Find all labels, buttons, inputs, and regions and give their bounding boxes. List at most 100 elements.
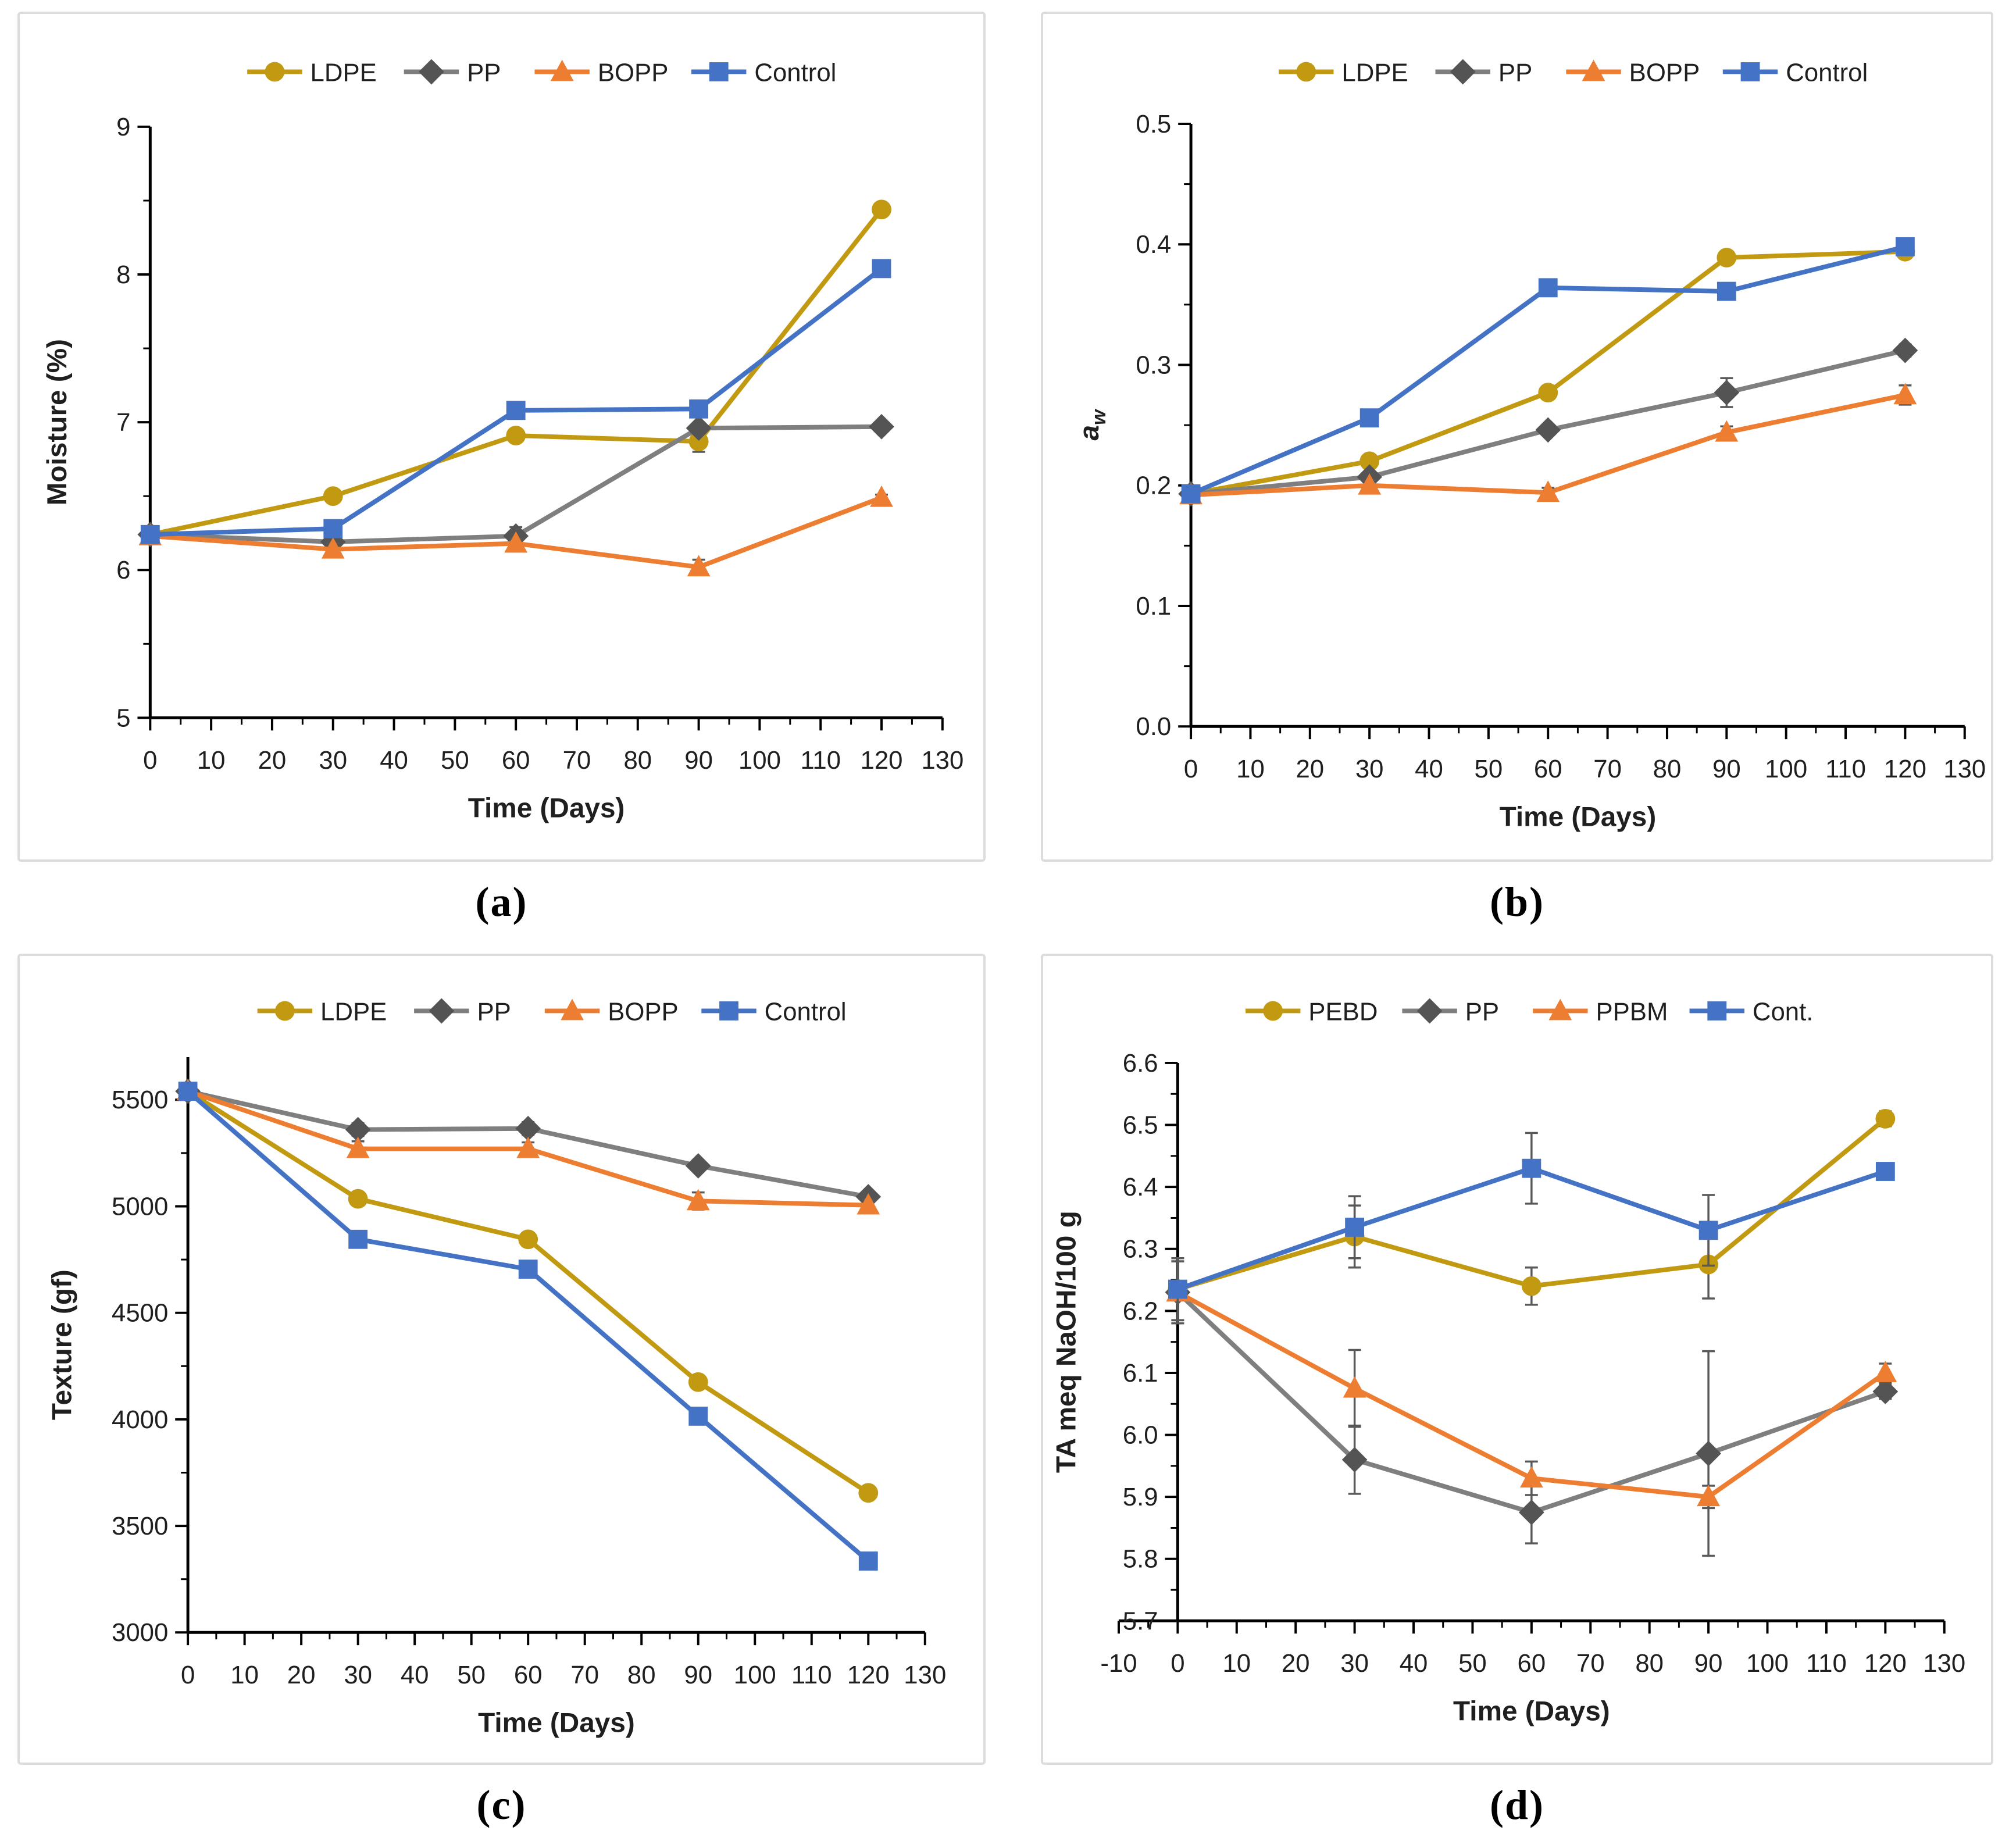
series-Control — [1181, 237, 1915, 504]
y-tick-label: 0.1 — [1136, 592, 1171, 620]
series-line — [148, 207, 884, 537]
diamond-marker — [685, 1153, 711, 1179]
x-tick-label: 80 — [623, 746, 652, 775]
x-tick-label: 40 — [1400, 1649, 1428, 1678]
diamond-marker — [869, 413, 894, 440]
square-marker — [140, 525, 160, 544]
chart-panel-c: 0 10 20 30 40 50 60 70 80 90 100 110 120 130 3000 3500 4… — [17, 954, 986, 1765]
circle-marker — [1296, 62, 1316, 82]
chart-panel-b: 0 10 20 30 40 50 60 70 80 90 100 110 120 130 0.0 0.1 0.2… — [1041, 12, 1993, 862]
y-tick-label: 6 — [116, 556, 130, 584]
x-tick-label: 100 — [734, 1661, 776, 1689]
diamond-marker — [686, 415, 712, 441]
x-tick-label: 40 — [1415, 755, 1443, 783]
circle-marker — [858, 1483, 879, 1503]
legend-label: BOPP — [598, 58, 669, 87]
x-tick-label: 80 — [1635, 1649, 1664, 1678]
circle-marker — [1717, 248, 1737, 267]
triangle-marker — [870, 485, 893, 507]
circle-marker — [1875, 1108, 1896, 1129]
legend-item-Cont.: Cont. — [1689, 997, 1813, 1026]
y-tick-label: 6.0 — [1123, 1421, 1158, 1449]
square-marker — [689, 399, 709, 419]
diamond-marker — [429, 998, 455, 1024]
square-marker — [1181, 484, 1201, 504]
legend-item-BOPP: BOPP — [544, 997, 679, 1026]
x-axis-title: Time (Days) — [468, 793, 625, 823]
square-marker — [1707, 1001, 1727, 1021]
x-tick-label: 120 — [847, 1661, 890, 1689]
square-marker — [518, 1260, 538, 1279]
legend-item-BOPP: BOPP — [1566, 58, 1700, 87]
x-tick-label: 10 — [230, 1661, 259, 1689]
y-tick-label: 5.8 — [1123, 1545, 1158, 1574]
x-tick-label: 10 — [1222, 1649, 1251, 1678]
circle-marker — [872, 199, 891, 220]
legend-label: Control — [1786, 58, 1868, 87]
diamond-marker — [1714, 380, 1740, 406]
diamond-marker — [1518, 1499, 1544, 1525]
legend-label: PEBD — [1308, 997, 1378, 1026]
triangle-marker — [321, 537, 345, 559]
x-tick-label: 30 — [344, 1661, 372, 1689]
square-marker — [1359, 408, 1379, 428]
legend-label: BOPP — [608, 997, 679, 1026]
panel-caption-b: (b) — [1490, 879, 1544, 925]
x-tick-label: 90 — [684, 1661, 712, 1689]
legend-label: PP — [1465, 997, 1499, 1026]
x-tick-label: 40 — [380, 746, 408, 775]
circle-marker — [1521, 1276, 1541, 1296]
chart-b-svg: 0 10 20 30 40 50 60 70 80 90 100 110 120 130 0.0 0.1 0.2… — [1074, 58, 1986, 832]
y-tick-label: 0.3 — [1136, 351, 1171, 379]
triangle-marker — [1519, 1466, 1543, 1488]
axes: 0 10 20 30 40 50 60 70 80 90 100 110 120 130 3000 3500 4… — [112, 1057, 946, 1689]
series-Cont. — [1168, 1132, 1895, 1322]
x-tick-label: 10 — [1236, 755, 1265, 783]
series-PP — [1178, 337, 1918, 507]
triangle-marker — [686, 1189, 710, 1211]
square-marker — [1698, 1221, 1718, 1240]
x-tick-label: 110 — [1806, 1649, 1847, 1678]
triangle-marker — [516, 1136, 540, 1158]
legend: LDPE PP BOPP Control — [1279, 58, 1868, 87]
square-marker — [1875, 1162, 1895, 1181]
x-tick-label: 20 — [287, 1661, 316, 1689]
x-tick-label: 30 — [1340, 1649, 1369, 1678]
x-tick-label: 70 — [563, 746, 591, 775]
series-line — [1189, 393, 1908, 498]
legend-label: BOPP — [1629, 58, 1700, 87]
chart-c-svg: 0 10 20 30 40 50 60 70 80 90 100 110 120 130 3000 3500 4… — [47, 997, 946, 1738]
x-tick-label: 60 — [1534, 755, 1562, 783]
diamond-marker — [419, 59, 444, 85]
x-tick-label: 60 — [514, 1661, 543, 1689]
legend-label: LDPE — [320, 997, 387, 1026]
axes: 0 10 20 30 40 50 60 70 80 90 100 110 120 130 5 6 7 8 9 — [116, 113, 964, 775]
x-tick-label: 90 — [1694, 1649, 1723, 1678]
x-tick-label: 70 — [1576, 1649, 1605, 1678]
axes: -10 0 10 20 30 40 50 60 70 80 90 100 110 120 130 5.7 5.8… — [1100, 1049, 1965, 1678]
legend: LDPE PP BOPP Control — [257, 997, 847, 1026]
legend-item-Control: Control — [691, 58, 836, 87]
legend-item-PP: PP — [1402, 997, 1499, 1026]
legend-label: PPBM — [1596, 997, 1668, 1026]
diamond-marker — [1872, 1379, 1899, 1404]
x-tick-label: 20 — [1282, 1649, 1310, 1678]
legend-item-Control: Control — [1722, 58, 1868, 87]
x-tick-label: 130 — [921, 746, 964, 775]
x-tick-label: 20 — [1296, 755, 1324, 783]
diamond-marker — [1416, 998, 1443, 1024]
x-tick-label: -10 — [1100, 1649, 1137, 1678]
legend-label: LDPE — [311, 58, 377, 87]
triangle-marker — [550, 59, 574, 81]
axes: 0 10 20 30 40 50 60 70 80 90 100 110 120 130 0.0 0.1 0.2… — [1136, 110, 1986, 783]
series-Control — [140, 259, 891, 544]
circle-marker — [518, 1229, 538, 1250]
legend-item-BOPP: BOPP — [534, 58, 668, 87]
y-axis-title: TA meq NaOH/100 g — [1051, 1211, 1082, 1473]
x-tick-label: 70 — [1593, 755, 1622, 783]
legend-item-PPBM: PPBM — [1533, 997, 1668, 1026]
diamond-marker — [1535, 417, 1561, 443]
x-axis-title: Time (Days) — [1500, 801, 1657, 832]
chart-a-svg: 0 10 20 30 40 50 60 70 80 90 100 110 120 130 5 6 7 8 9 Time… — [42, 58, 964, 823]
x-tick-label: 50 — [1475, 755, 1503, 783]
